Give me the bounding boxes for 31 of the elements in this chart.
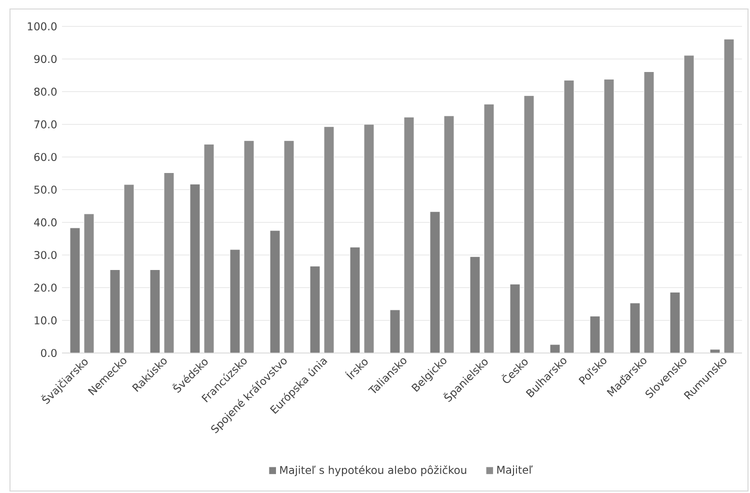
y-tick-label: 50.0: [34, 186, 57, 194]
y-tick-label: 0.0: [41, 348, 57, 358]
legend-label: Majiteľ s hypotékou alebo pôžičkou: [280, 465, 466, 476]
y-tick-label: 20.0: [34, 284, 57, 292]
y-tick-label: 70.0: [34, 120, 57, 128]
legend-label: Majiteľ: [497, 466, 533, 476]
bar: [684, 55, 694, 353]
y-tick-label: 10.0: [34, 316, 57, 324]
y-tick-label: 60.0: [34, 152, 57, 162]
y-tick-label: 90.0: [34, 54, 57, 64]
y-tick-label: 80.0: [34, 88, 57, 96]
bar: [484, 104, 494, 353]
bar: [190, 184, 200, 353]
y-tick-label: 100.0: [28, 22, 57, 30]
bar: [524, 95, 534, 353]
bar: [244, 140, 254, 353]
bar: [644, 71, 654, 353]
bar: [564, 80, 574, 353]
bar: [404, 116, 414, 353]
bar: [284, 140, 294, 353]
bar: [364, 124, 374, 353]
bar: [164, 172, 174, 353]
bar: [324, 126, 334, 353]
bar: [444, 116, 454, 353]
bar: [84, 214, 94, 353]
bar: [604, 78, 614, 353]
y-tick-label: 30.0: [34, 250, 57, 260]
bar: [70, 228, 80, 353]
y-tick-label: 40.0: [34, 218, 57, 226]
bar: [204, 144, 214, 353]
bar: [724, 38, 734, 353]
